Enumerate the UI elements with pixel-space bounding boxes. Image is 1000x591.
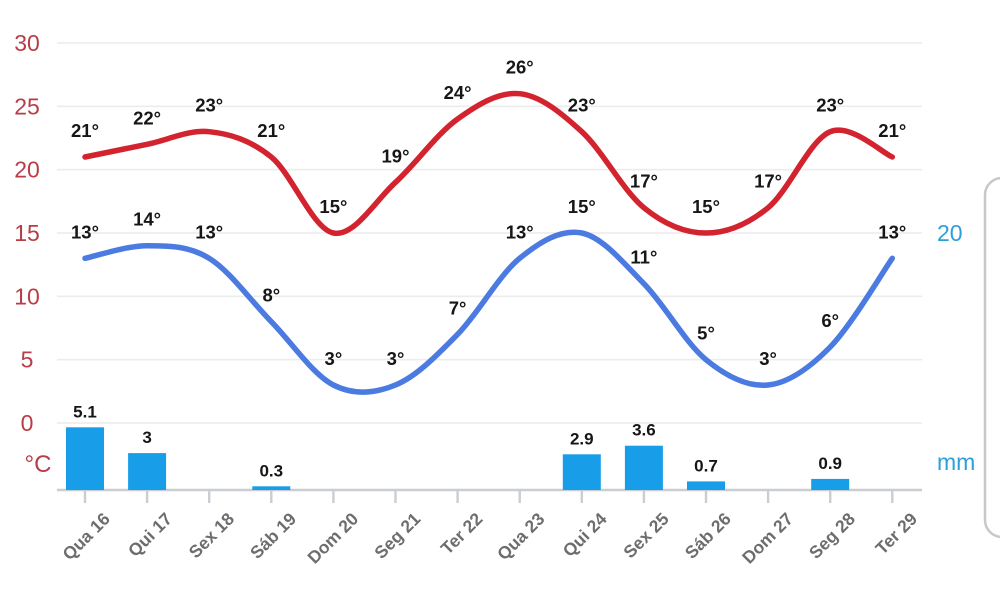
day-label-sab-26: Sáb 26 [681, 509, 735, 563]
precip-bar-sab-26 [687, 481, 725, 490]
max-temperature-value-label-dom-20: 15° [319, 196, 347, 217]
max-temperature-value-label-qui-24: 23° [568, 95, 596, 116]
day-label-sab-19: Sáb 19 [246, 509, 300, 563]
min-temperature-value-label-ter-22: 7° [449, 297, 467, 318]
precip-value-label-sex-25: 3.6 [632, 421, 656, 440]
max-temperature-line [82, 90, 896, 236]
day-label-qua-16: Qua 16 [58, 509, 114, 565]
right-axis-unit-mm: mm [937, 449, 975, 475]
precip-value-label-seg-28: 0.9 [818, 454, 842, 473]
day-label-qui-24: Qui 24 [559, 509, 611, 561]
min-temperature-value-label-qui-17: 14° [133, 209, 161, 230]
day-label-sex-25: Sex 25 [619, 508, 673, 562]
y-axis-tick-0: 0 [21, 410, 34, 436]
day-label-qua-23: Qua 23 [493, 509, 549, 565]
adjacent-card-edge [983, 176, 1000, 539]
max-temperature-value-label-sab-19: 21° [257, 120, 285, 141]
min-temperature-value-label-dom-20: 3° [325, 348, 343, 369]
min-temperature-value-label-qui-24: 15° [568, 196, 596, 217]
precip-value-label-qua-16: 5.1 [73, 402, 97, 421]
max-temperature-value-label-sex-18: 23° [195, 95, 223, 116]
y-axis-tick-10: 10 [14, 283, 40, 309]
day-label-ter-29: Ter 29 [871, 509, 921, 559]
day-label-seg-21: Seg 21 [370, 509, 424, 563]
max-temperature-value-label-sab-26: 15° [692, 196, 720, 217]
min-temperature-line [82, 229, 896, 395]
y-axis-tick-30: 30 [14, 30, 40, 56]
precip-value-label-qui-17: 3 [142, 428, 151, 447]
min-temperature-value-label-sab-26: 5° [697, 323, 715, 344]
y-axis-unit-celsius: °C [25, 451, 52, 478]
precip-bar-qui-24 [562, 454, 601, 490]
min-temperature-value-label-seg-21: 3° [387, 348, 405, 369]
day-label-dom-27: Dom 27 [738, 509, 797, 568]
y-axis-tick-5: 5 [21, 347, 34, 373]
min-temperature-value-label-dom-27: 3° [759, 348, 777, 369]
max-temperature-value-label-dom-27: 17° [754, 171, 782, 192]
day-label-dom-20: Dom 20 [303, 508, 362, 567]
precip-bar-sex-25 [624, 445, 663, 490]
min-temperature-value-label-ter-29: 13° [878, 221, 906, 242]
precip-bar-sab-19 [252, 486, 291, 490]
precip-value-label-sab-19: 0.3 [259, 461, 283, 480]
min-temperature-value-label-qua-23: 13° [506, 221, 534, 242]
min-temperature-value-label-sab-19: 8° [262, 285, 280, 306]
right-axis-tick-20: 20 [937, 220, 963, 246]
max-temperature-value-label-qui-17: 22° [133, 107, 161, 128]
max-temperature-value-label-sex-25: 17° [630, 171, 658, 192]
precip-bar-seg-28 [811, 478, 850, 490]
y-axis-tick-20: 20 [14, 157, 40, 183]
precip-bar-qua-16 [66, 427, 104, 490]
day-label-qui-17: Qui 17 [124, 509, 176, 561]
max-temperature-value-label-ter-22: 24° [444, 82, 472, 103]
min-temperature-value-label-sex-25: 11° [630, 247, 657, 268]
max-temperature-value-label-qua-23: 26° [506, 57, 534, 78]
y-axis-tick-15: 15 [14, 220, 40, 246]
min-temperature-value-label-sex-18: 13° [195, 221, 223, 242]
day-label-sex-18: Sex 18 [185, 508, 239, 562]
max-temperature-value-label-seg-21: 19° [382, 145, 410, 166]
precip-bar-qui-17 [128, 453, 167, 490]
max-temperature-value-label-qua-16: 21° [71, 120, 99, 141]
precip-value-label-sab-26: 0.7 [694, 456, 718, 475]
max-temperature-value-label-ter-29: 21° [878, 120, 906, 141]
precip-value-label-qui-24: 2.9 [570, 429, 594, 448]
y-axis-tick-25: 25 [14, 93, 40, 119]
min-temperature-value-label-qua-16: 13° [71, 221, 99, 242]
day-label-seg-28: Seg 28 [805, 509, 859, 563]
max-temperature-value-label-seg-28: 23° [816, 95, 844, 116]
min-temperature-value-label-seg-28: 6° [821, 310, 839, 331]
day-label-ter-22: Ter 22 [437, 509, 487, 559]
